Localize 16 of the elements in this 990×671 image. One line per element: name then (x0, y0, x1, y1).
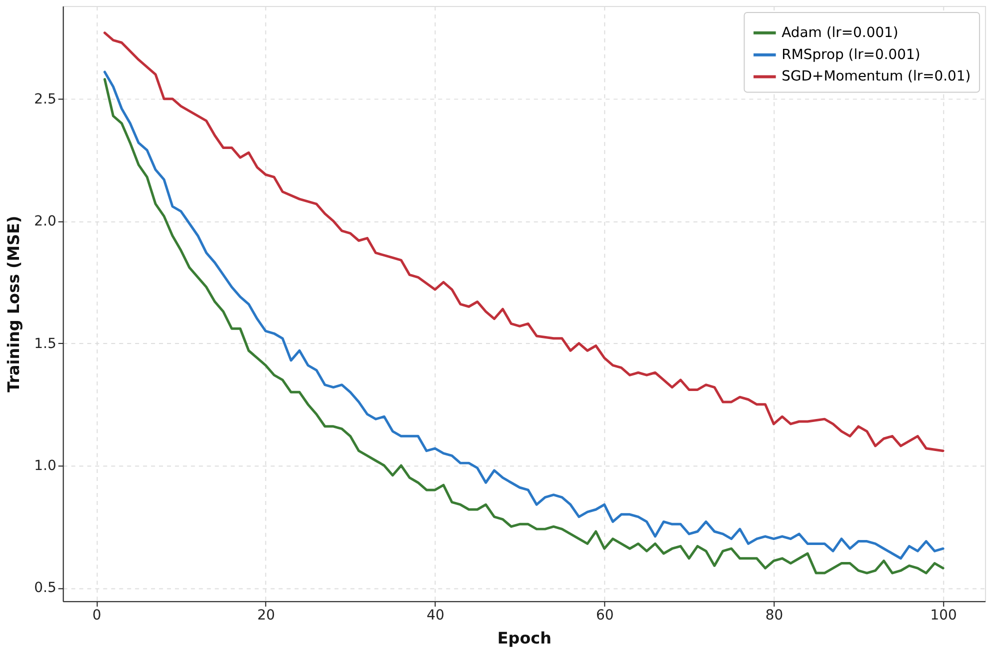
y-tick-label: 2.0 (34, 214, 56, 230)
y-tick-label: 0.5 (34, 580, 56, 596)
y-tick-label: 2.5 (34, 91, 56, 108)
y-axis-title: Training Loss (MSE) (4, 216, 24, 392)
y-tick-label: 1.5 (34, 336, 56, 352)
x-tick-label: 80 (765, 608, 784, 624)
x-axis-title: Epoch (497, 628, 552, 648)
legend-label: Adam (lr=0.001) (782, 24, 898, 41)
legend-label: SGD+Momentum (lr=0.01) (782, 68, 971, 85)
x-tick-label: 20 (257, 608, 275, 624)
y-tick-label: 1.0 (34, 458, 56, 474)
x-tick-label: 40 (426, 608, 444, 624)
x-tick-label: 0 (92, 608, 102, 624)
legend-label: RMSprop (lr=0.001) (782, 46, 920, 63)
x-tick-label: 60 (596, 608, 614, 624)
x-tick-label: 100 (930, 608, 957, 624)
